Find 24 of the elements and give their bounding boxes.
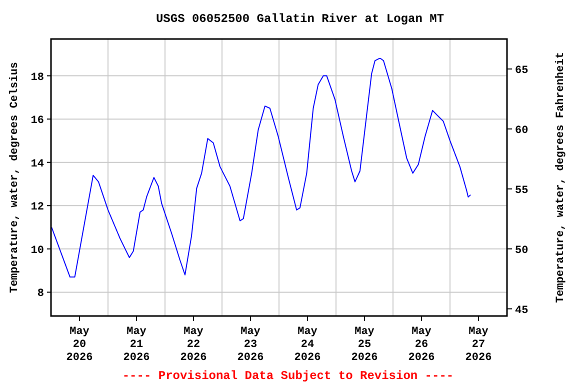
y-tick-label: 16 [30, 115, 44, 128]
y-tick-label: 10 [30, 244, 44, 257]
x-tick-label: May 23 2026 [237, 326, 264, 364]
y-axis-title: Temperature, water, degrees Celsius [9, 62, 21, 294]
x-tick-label: May 24 2026 [294, 326, 321, 364]
y2-tick-label: 60 [515, 124, 528, 137]
y-tick-label: 18 [30, 72, 44, 84]
y2-axis-title: Temperature, water, degrees Fahrenheit [555, 52, 567, 303]
x-tick-label: May 27 2026 [465, 326, 492, 364]
x-tick-label: May 26 2026 [408, 326, 435, 364]
x-tick-label: May 20 2026 [66, 326, 93, 364]
line-series [51, 58, 472, 278]
y-tick-label: 14 [30, 158, 44, 170]
x-tick-label: May 21 2026 [123, 326, 150, 364]
y2-tick-label: 65 [515, 64, 529, 77]
y-tick-label: 12 [30, 202, 44, 214]
y2-tick-label: 45 [515, 304, 529, 317]
x-tick-label: May 25 2026 [351, 326, 378, 364]
y2-tick-label: 55 [515, 184, 529, 197]
text: ---- Provisional Data Subject to Revision ---- [122, 369, 454, 383]
x-tick-label: May 22 2026 [180, 326, 207, 364]
y2-tick-label: 50 [515, 244, 528, 257]
y-tick-label: 8 [37, 288, 44, 300]
chart-title: USGS 06052500 Gallatin River at Logan MT [156, 12, 444, 26]
